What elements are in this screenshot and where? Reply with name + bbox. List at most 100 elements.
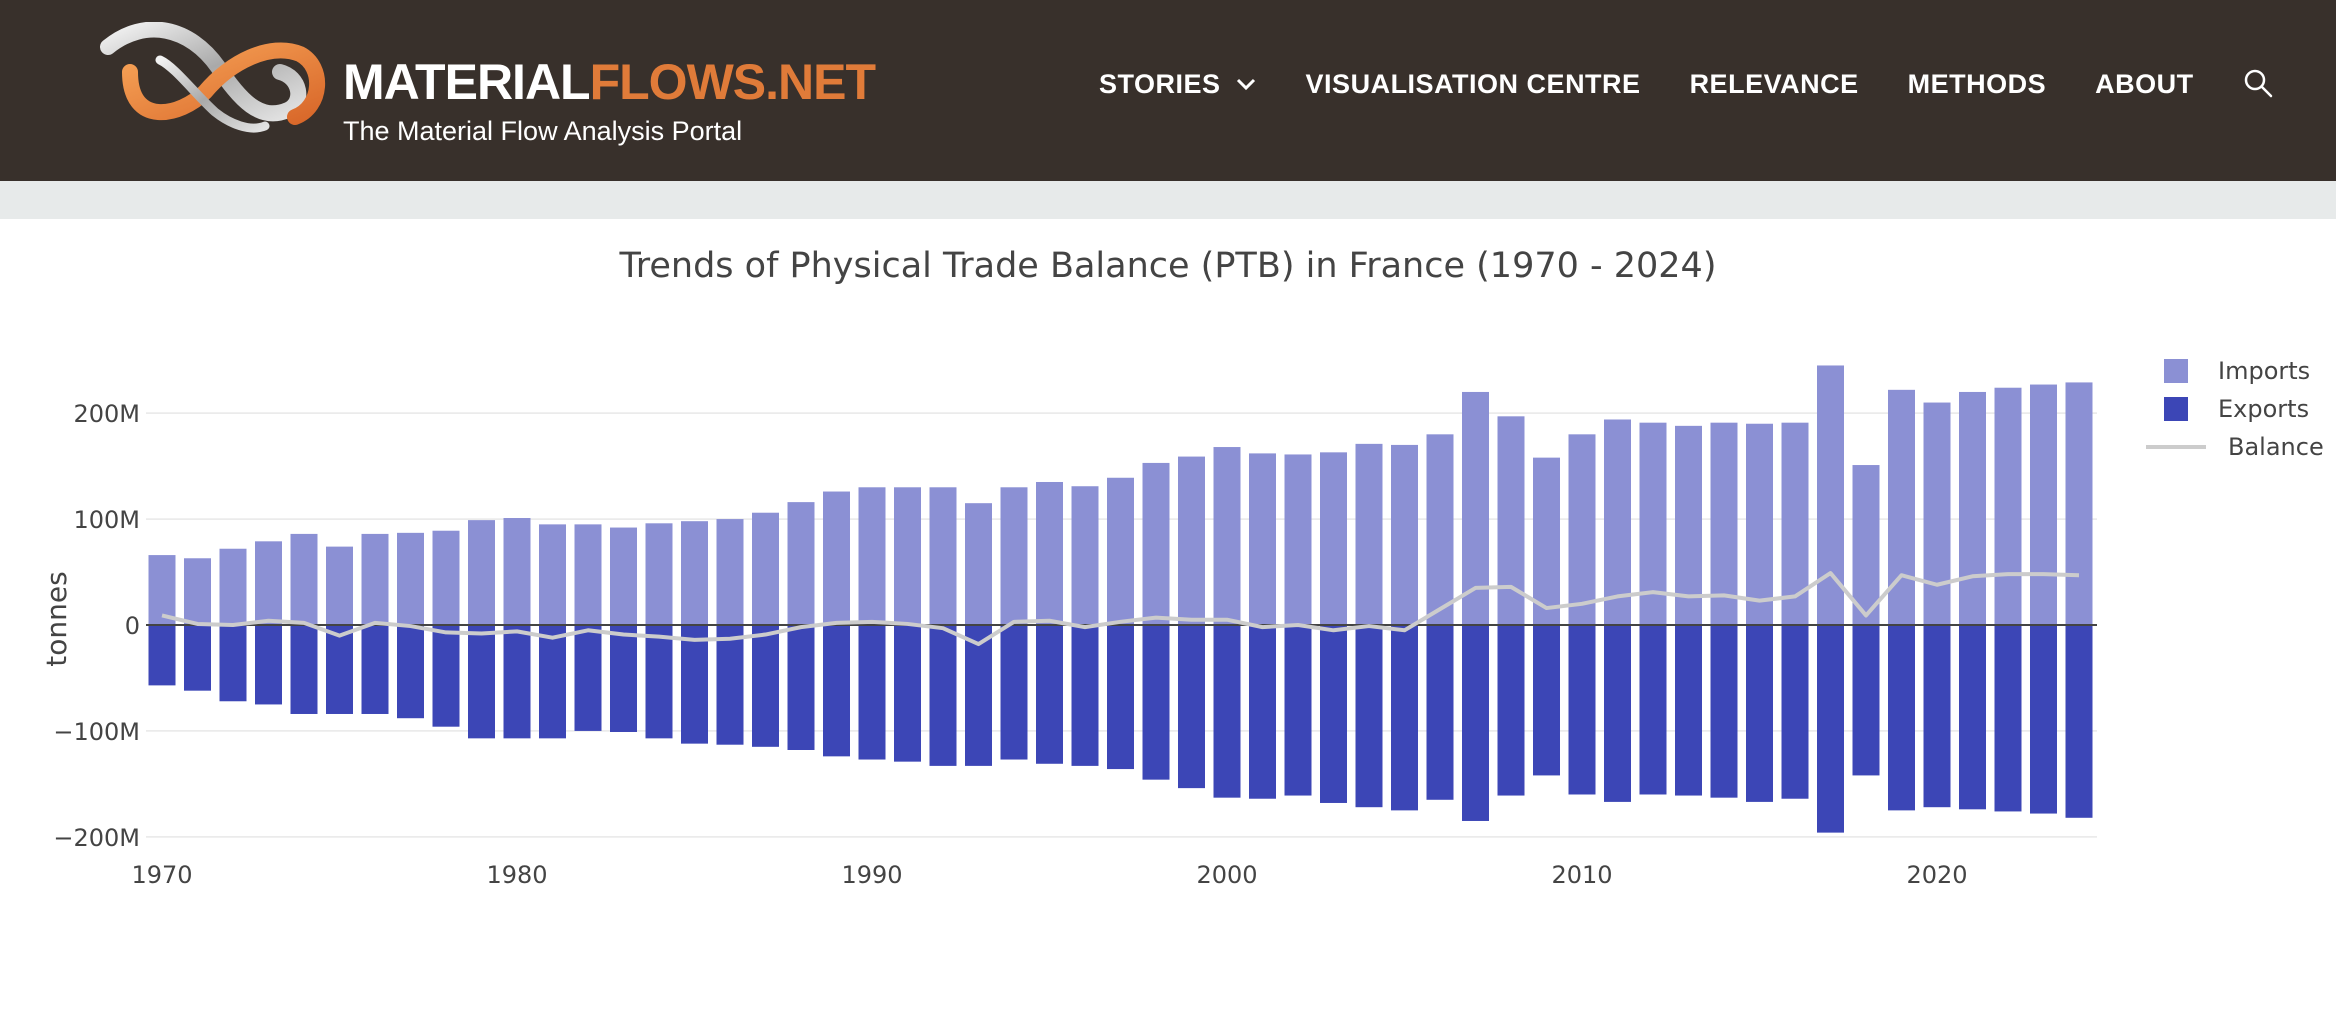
- bar-imports[interactable]: [1107, 477, 1134, 625]
- bar-exports[interactable]: [610, 625, 637, 732]
- bar-exports[interactable]: [1284, 625, 1312, 796]
- bar-exports[interactable]: [716, 625, 744, 745]
- bar-imports[interactable]: [539, 524, 566, 625]
- bar-imports[interactable]: [184, 558, 211, 625]
- bar-imports[interactable]: [574, 524, 602, 625]
- bar-imports[interactable]: [716, 519, 744, 625]
- bar-imports[interactable]: [787, 502, 815, 625]
- bar-exports[interactable]: [184, 625, 211, 691]
- bar-exports[interactable]: [1497, 625, 1525, 796]
- bar-exports[interactable]: [503, 625, 531, 739]
- nav-item-methods[interactable]: METHODS: [1908, 62, 2047, 106]
- bar-imports[interactable]: [1071, 486, 1099, 625]
- bar-imports[interactable]: [468, 520, 495, 625]
- bar-exports[interactable]: [823, 625, 850, 757]
- bar-exports[interactable]: [2030, 625, 2057, 814]
- bar-imports[interactable]: [929, 487, 957, 625]
- bar-imports[interactable]: [1746, 423, 1773, 625]
- legend-item-imports[interactable]: Imports: [2140, 352, 2324, 390]
- bar-exports[interactable]: [1923, 625, 1951, 808]
- bar-imports[interactable]: [1036, 481, 1063, 625]
- bar-imports[interactable]: [255, 541, 282, 625]
- bar-exports[interactable]: [1959, 625, 1986, 810]
- bar-exports[interactable]: [1888, 625, 1915, 811]
- bar-imports[interactable]: [1533, 457, 1560, 625]
- bar-exports[interactable]: [432, 625, 460, 727]
- bar-exports[interactable]: [1213, 625, 1241, 798]
- bar-imports[interactable]: [503, 518, 531, 625]
- bar-imports[interactable]: [752, 512, 779, 625]
- bar-imports[interactable]: [1213, 447, 1241, 625]
- bar-exports[interactable]: [965, 625, 992, 766]
- bar-imports[interactable]: [1426, 434, 1454, 625]
- bar-exports[interactable]: [1533, 625, 1560, 776]
- bar-imports[interactable]: [1888, 389, 1915, 625]
- bar-imports[interactable]: [965, 503, 992, 625]
- bar-imports[interactable]: [361, 533, 389, 625]
- bar-imports[interactable]: [1320, 452, 1347, 625]
- bar-imports[interactable]: [1710, 422, 1738, 625]
- nav-item-stories[interactable]: STORIES: [1099, 62, 1257, 106]
- bar-exports[interactable]: [290, 625, 318, 714]
- bar-exports[interactable]: [1391, 625, 1418, 811]
- bar-imports[interactable]: [1604, 419, 1631, 625]
- bar-exports[interactable]: [1142, 625, 1170, 780]
- bar-exports[interactable]: [1710, 625, 1738, 798]
- bar-imports[interactable]: [1923, 402, 1951, 625]
- bar-exports[interactable]: [1994, 625, 2022, 812]
- bar-exports[interactable]: [1746, 625, 1773, 802]
- bar-imports[interactable]: [2030, 384, 2057, 625]
- bar-exports[interactable]: [255, 625, 282, 705]
- bar-exports[interactable]: [1462, 625, 1489, 821]
- bar-exports[interactable]: [787, 625, 815, 750]
- logo-icon[interactable]: [100, 22, 330, 147]
- bar-imports[interactable]: [1142, 462, 1170, 625]
- bar-exports[interactable]: [1071, 625, 1099, 766]
- bar-exports[interactable]: [361, 625, 389, 714]
- bar-exports[interactable]: [2065, 625, 2093, 818]
- legend-item-exports[interactable]: Exports: [2140, 390, 2324, 428]
- bar-imports[interactable]: [823, 491, 850, 625]
- bar-exports[interactable]: [858, 625, 886, 760]
- bar-exports[interactable]: [1000, 625, 1028, 760]
- bar-exports[interactable]: [1320, 625, 1347, 803]
- bar-exports[interactable]: [894, 625, 921, 762]
- bar-exports[interactable]: [1568, 625, 1596, 795]
- search-icon[interactable]: [2243, 68, 2273, 98]
- nav-item-relevance[interactable]: RELEVANCE: [1690, 62, 1859, 106]
- bar-imports[interactable]: [326, 546, 353, 625]
- brand[interactable]: MATERIALFLOWS.NET The Material Flow Anal…: [343, 52, 876, 148]
- bar-imports[interactable]: [2065, 382, 2093, 625]
- bar-imports[interactable]: [290, 533, 318, 625]
- bar-imports[interactable]: [1675, 425, 1702, 625]
- bar-exports[interactable]: [1604, 625, 1631, 802]
- brand-name[interactable]: MATERIALFLOWS.NET: [343, 52, 876, 112]
- bar-exports[interactable]: [148, 625, 176, 686]
- bar-exports[interactable]: [1107, 625, 1134, 770]
- nav-item-about[interactable]: ABOUT: [2095, 62, 2194, 106]
- bar-imports[interactable]: [1994, 387, 2022, 625]
- bar-imports[interactable]: [1852, 465, 1880, 625]
- legend-item-balance[interactable]: Balance: [2140, 428, 2324, 466]
- bar-imports[interactable]: [645, 523, 673, 625]
- bar-exports[interactable]: [929, 625, 957, 766]
- balance-line[interactable]: [161, 571, 2080, 647]
- bar-imports[interactable]: [432, 530, 460, 625]
- bar-exports[interactable]: [1639, 625, 1667, 795]
- bar-exports[interactable]: [1817, 625, 1844, 833]
- bar-imports[interactable]: [1000, 487, 1028, 625]
- nav-item-visualisation-centre[interactable]: VISUALISATION CENTRE: [1306, 62, 1641, 106]
- bar-exports[interactable]: [1178, 625, 1205, 789]
- bar-exports[interactable]: [1852, 625, 1880, 776]
- bar-imports[interactable]: [1568, 434, 1596, 625]
- bar-exports[interactable]: [645, 625, 673, 739]
- bar-exports[interactable]: [397, 625, 424, 719]
- bar-exports[interactable]: [326, 625, 353, 714]
- bar-imports[interactable]: [1284, 454, 1312, 625]
- bar-exports[interactable]: [1036, 625, 1063, 764]
- bar-exports[interactable]: [574, 625, 602, 731]
- bar-imports[interactable]: [610, 527, 637, 625]
- bar-imports[interactable]: [1355, 443, 1383, 625]
- bar-imports[interactable]: [858, 487, 886, 625]
- bar-imports[interactable]: [397, 532, 424, 625]
